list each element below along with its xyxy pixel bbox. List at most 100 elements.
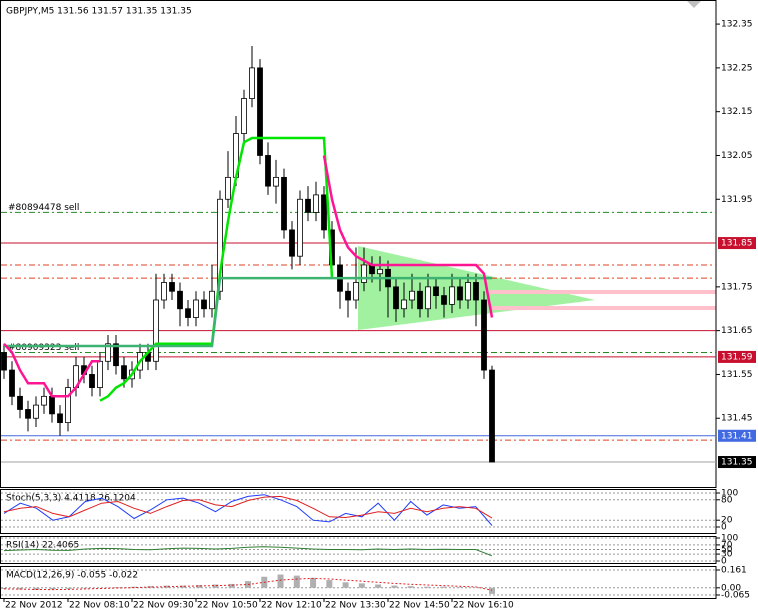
price-label: 131.35 (721, 458, 753, 468)
x-tick-label: 22 Nov 08:10 (69, 601, 130, 611)
x-tick-label: 22 Nov 14:50 (389, 601, 450, 611)
indicator-line (3, 546, 493, 557)
y-tick-label: 0 (721, 557, 727, 567)
y-tick-label: 132.35 (721, 20, 753, 30)
indicator-line (4, 276, 492, 348)
pane-title: RSI(14) 22.4065 (6, 541, 79, 551)
y-tick-label: 131.45 (721, 414, 753, 424)
y-tick-label: 50 (721, 545, 733, 555)
y-tick-label: 0.161 (721, 566, 747, 576)
candle-body (321, 194, 327, 231)
candle-body (65, 387, 71, 424)
candle-body (161, 282, 167, 301)
indicator-line (3, 577, 493, 591)
y-tick-label: -0.065 (721, 591, 750, 601)
candle-body (313, 194, 319, 213)
candle-body (273, 176, 279, 187)
candle-body (265, 155, 271, 187)
candle-body (345, 290, 351, 301)
y-tick-label: 100 (721, 534, 738, 544)
pane-title: GBPJPY,M5 131.56 131.57 131.35 131.35 (6, 7, 192, 17)
price-label-box (718, 237, 756, 250)
candle-body (401, 299, 407, 310)
indicator-line (3, 495, 493, 519)
x-tick-label: 22 Nov 13:30 (325, 601, 386, 611)
candle-body (433, 286, 439, 297)
candle-body (361, 264, 367, 283)
candle-body (177, 290, 183, 310)
candle-body (1, 352, 7, 371)
candle-body (457, 286, 463, 301)
candle-body (305, 198, 311, 213)
candle-body (289, 229, 295, 257)
pane-frame (0, 489, 717, 534)
x-tick-label: 22 Nov 10:50 (197, 601, 258, 611)
candle-body (473, 282, 479, 301)
price-label: 131.59 (721, 352, 753, 362)
indicator-line (3, 494, 493, 526)
y-tick-label: 132.05 (721, 151, 753, 161)
candle-body (9, 369, 15, 397)
candle-body (25, 409, 31, 419)
y-tick-label: 80 (721, 495, 733, 505)
candle-body (193, 299, 199, 318)
price-label-box (718, 429, 756, 442)
pane-frame (0, 566, 717, 599)
y-tick-label: 131.65 (721, 326, 753, 336)
x-tick-label: 22 Nov 16:10 (453, 601, 514, 611)
candle-body (425, 286, 431, 310)
candle-body (57, 413, 63, 424)
pane-title: MACD(12,26,9) -0.055 -0.022 (6, 571, 138, 581)
candle-body (449, 286, 455, 305)
y-tick-label: 131.55 (721, 370, 753, 380)
candle-body (249, 67, 255, 99)
price-label: 131.41 (721, 431, 753, 441)
candle-body (49, 395, 55, 415)
band-object (490, 290, 716, 294)
candle-body (225, 176, 231, 200)
y-tick-label: 20 (721, 516, 733, 526)
candle-body (465, 282, 471, 301)
y-tick-label: 131.75 (721, 282, 753, 292)
candle-body (353, 282, 359, 301)
candle-body (153, 299, 159, 362)
candle-body (489, 369, 495, 463)
y-tick-label: 0.00 (721, 583, 741, 593)
y-tick-label: 132.25 (721, 63, 753, 73)
y-tick-label: 100 (721, 489, 738, 499)
x-tick-label: 22 Nov 2012 (5, 601, 63, 611)
candle-body (393, 286, 399, 310)
candle-body (441, 295, 447, 305)
price-label-box (718, 456, 756, 469)
band-object (490, 306, 716, 310)
candle-body (281, 176, 287, 231)
candle-body (481, 299, 487, 371)
y-tick-label: 132.15 (721, 107, 753, 117)
candle-body (113, 343, 119, 367)
x-tick-label: 22 Nov 12:10 (261, 601, 322, 611)
price-label-box (718, 350, 756, 363)
candle-body (17, 395, 23, 410)
candle-body (217, 198, 223, 292)
candle-body (409, 290, 415, 301)
candle-body (417, 290, 423, 310)
pane-title: Stoch(5,3,3) 4.4118 26.1204 (6, 494, 136, 504)
candle-body (257, 67, 263, 156)
candle-body (297, 198, 303, 257)
candle-body (89, 374, 95, 388)
candle-body (201, 299, 207, 310)
y-tick-label: 70 (721, 540, 733, 550)
pane-frame (0, 0, 717, 488)
candle-body (377, 268, 383, 275)
candle-body (185, 308, 191, 318)
y-tick-label: 0 (721, 523, 727, 533)
shift-marker (686, 0, 702, 8)
candle-body (241, 98, 247, 134)
candle-body (41, 395, 47, 406)
level-label: #80894478 sell (8, 203, 79, 213)
candle-body (169, 282, 175, 292)
indicator-line (3, 155, 494, 398)
x-tick-label: 22 Nov 09:30 (133, 601, 194, 611)
